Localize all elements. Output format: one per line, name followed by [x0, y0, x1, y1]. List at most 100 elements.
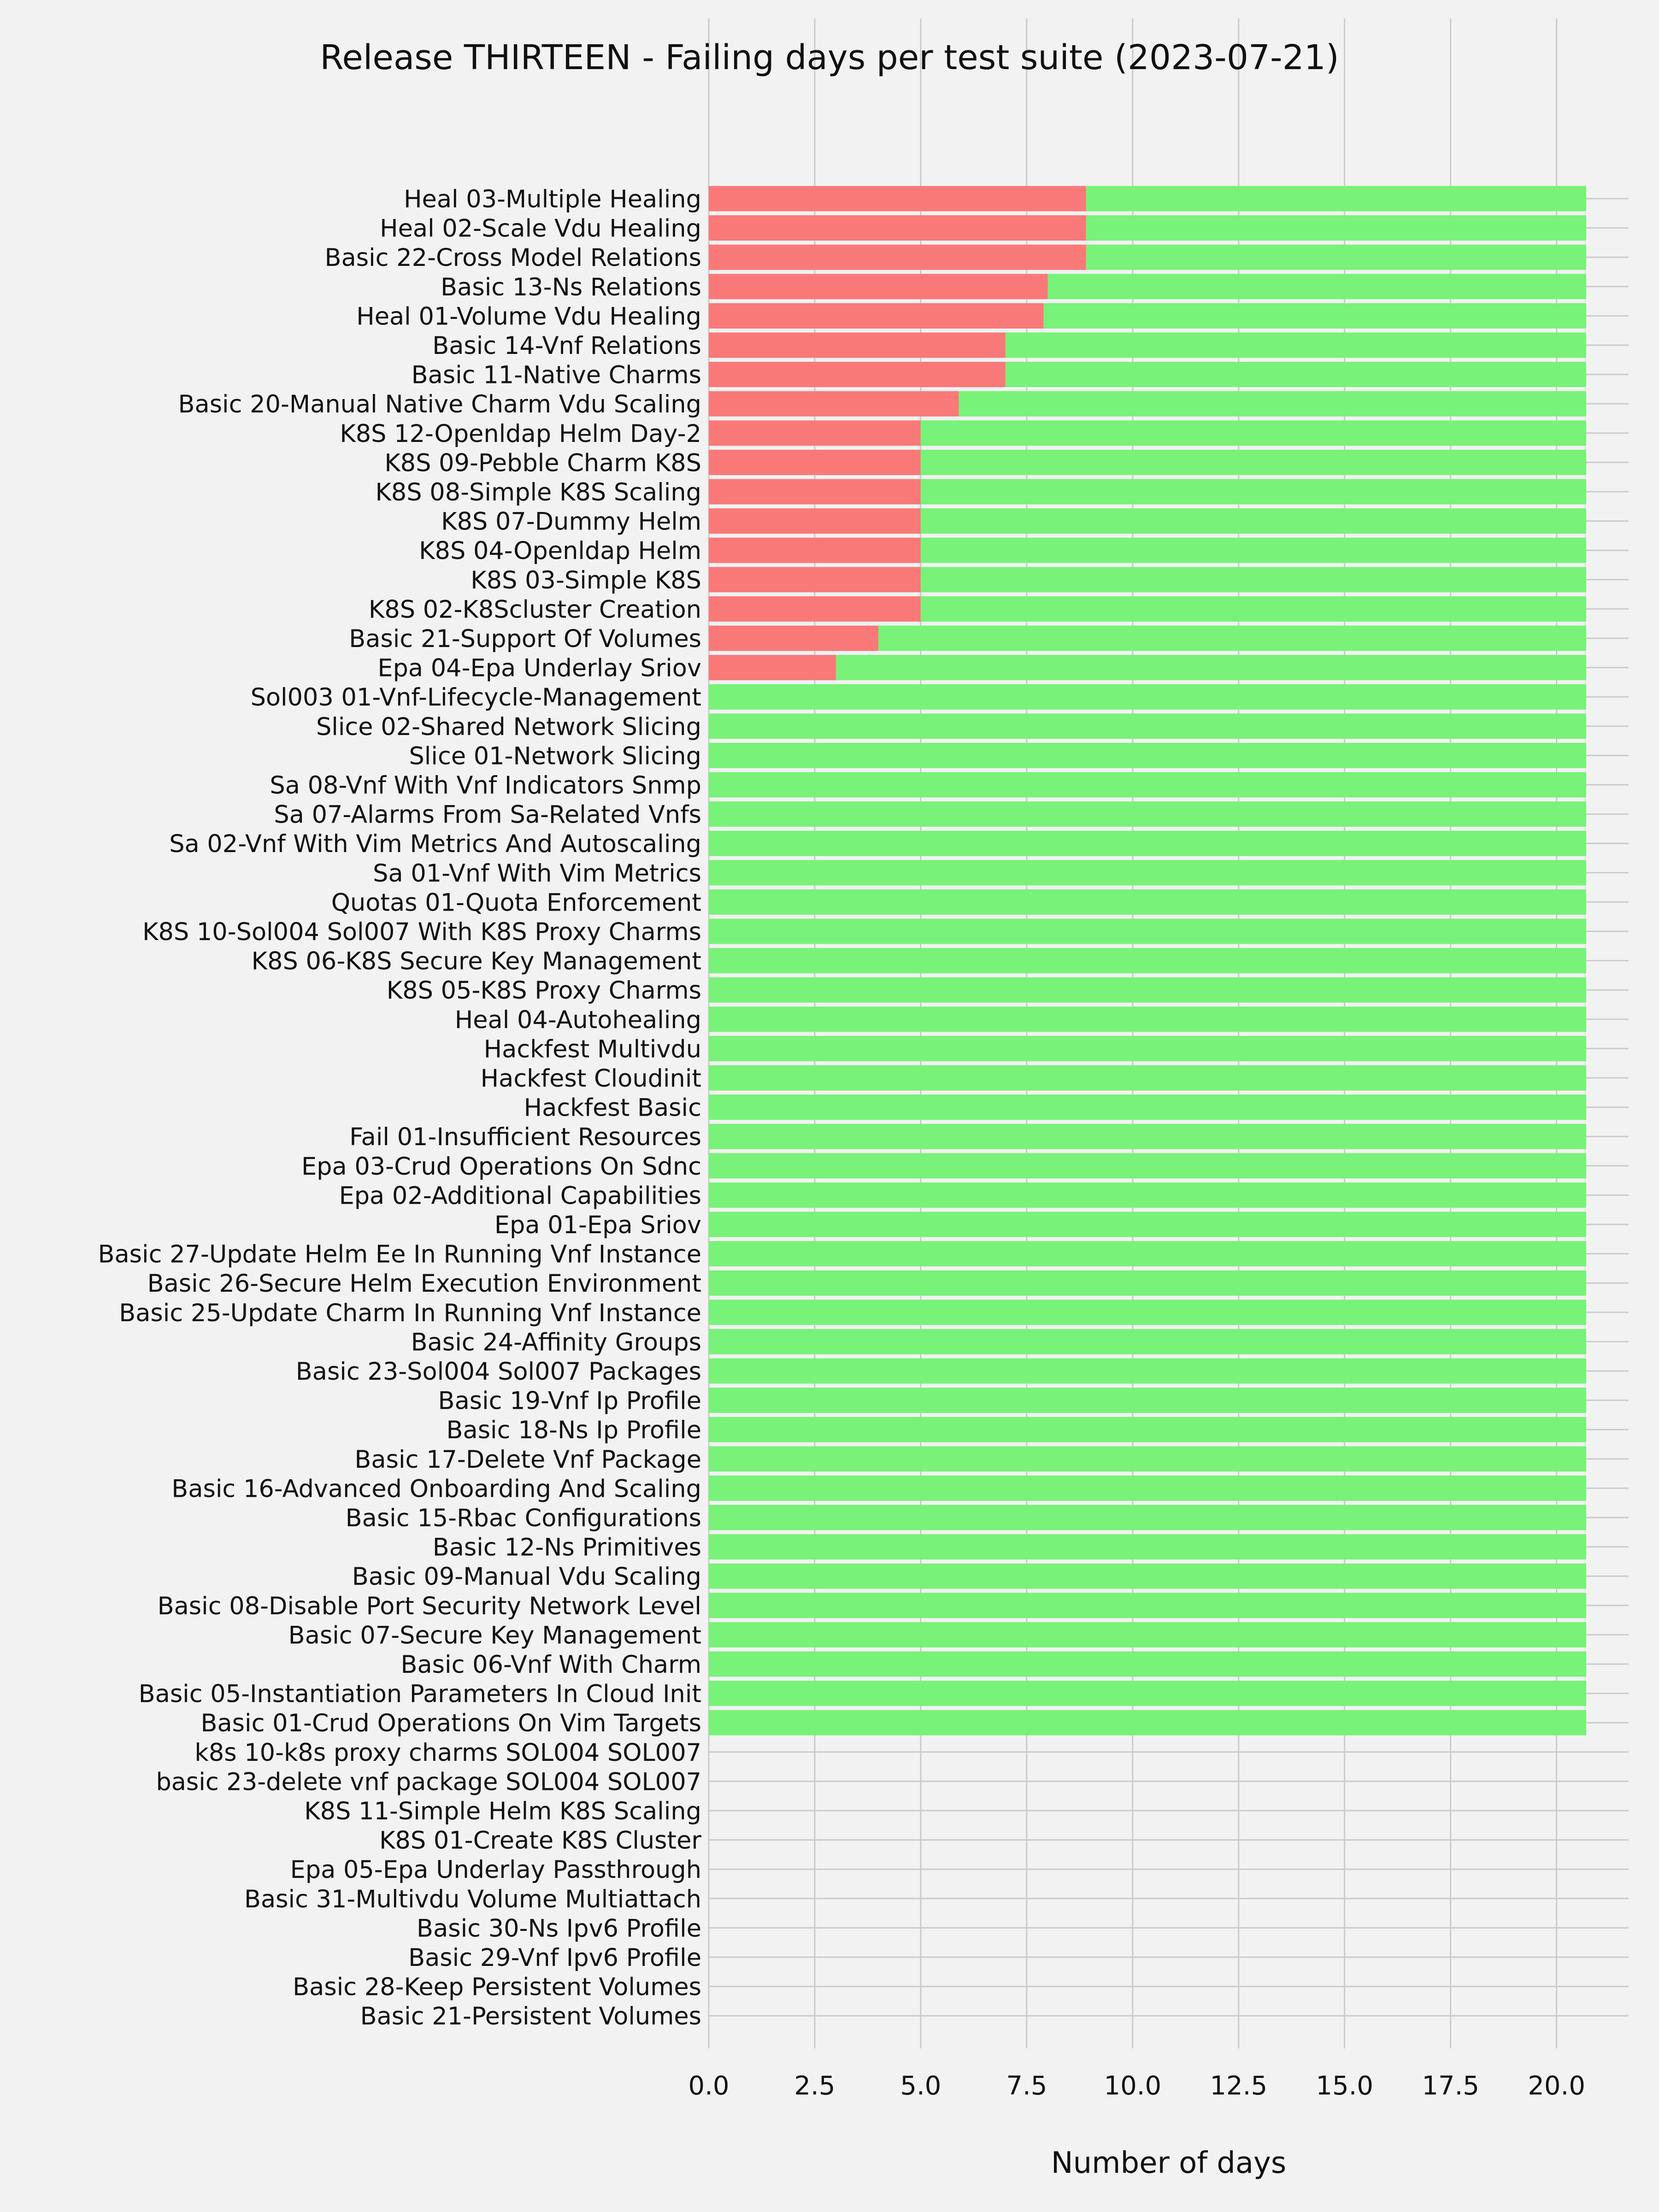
category-label: Sa 01-Vnf With Vim Metrics [373, 859, 701, 888]
category-label: K8S 09-Pebble Charm K8S [384, 449, 701, 477]
category-label: Hackfest Basic [524, 1094, 701, 1122]
category-label: Sa 02-Vnf With Vim Metrics And Autoscali… [169, 830, 701, 858]
category-label: Basic 07-Secure Key Management [288, 1621, 701, 1649]
bar-passing [709, 1388, 1587, 1413]
bar-failing [709, 655, 836, 681]
category-label: Basic 19-Vnf Ip Profile [438, 1387, 701, 1415]
category-label: K8S 03-Simple K8S [471, 566, 701, 594]
bar-passing [709, 918, 1587, 944]
category-label: Basic 01-Crud Operations On Vim Targets [200, 1709, 701, 1737]
category-label: Basic 08-Disable Port Security Network L… [158, 1592, 701, 1620]
bar-failing [709, 303, 1044, 329]
bar-failing [709, 625, 878, 651]
bar-passing [709, 889, 1587, 915]
category-label: K8S 01-Create K8S Cluster [379, 1827, 701, 1855]
bar-passing [1086, 215, 1587, 241]
bar-passing [920, 537, 1587, 563]
category-label: K8S 12-Openldap Helm Day-2 [340, 420, 701, 448]
bar-passing [920, 508, 1587, 534]
bar-failing [709, 274, 1048, 300]
category-label: Slice 01-Network Slicing [409, 742, 701, 770]
bar-passing [709, 1153, 1587, 1179]
bar-passing [709, 1006, 1587, 1032]
category-label: Sa 08-Vnf With Vnf Indicators Snmp [270, 771, 701, 800]
bar-passing [709, 1182, 1587, 1208]
bar-passing [709, 1270, 1587, 1296]
category-label: K8S 05-K8S Proxy Charms [387, 977, 701, 1005]
category-label: Basic 22-Cross Model Relations [325, 244, 701, 272]
bar-passing [920, 420, 1587, 446]
bar-passing [709, 1241, 1587, 1267]
bar-failing [709, 567, 921, 593]
category-label: K8S 04-Openldap Helm [419, 537, 701, 565]
category-label: k8s 10-k8s proxy charms SOL004 SOL007 [194, 1739, 701, 1767]
bar-passing [1047, 274, 1587, 300]
category-label: Basic 27-Update Helm Ee In Running Vnf I… [98, 1241, 701, 1269]
category-label: K8S 11-Simple Helm K8S Scaling [304, 1797, 701, 1825]
x-tick-label: 12.5 [1210, 2071, 1267, 2101]
bar-passing [1086, 186, 1587, 212]
bar-passing [709, 1358, 1587, 1384]
bar-passing [920, 479, 1587, 505]
category-label: K8S 06-K8S Secure Key Management [252, 947, 701, 976]
category-label: Fail 01-Insufficient Resources [349, 1123, 701, 1151]
x-tick-label: 2.5 [794, 2071, 835, 2101]
category-label: Sol003 01-Vnf-Lifecycle-Management [251, 683, 701, 712]
category-label: Basic 29-Vnf Ipv6 Profile [408, 1944, 701, 1972]
bar-failing [709, 391, 959, 417]
bar-passing [1086, 244, 1587, 270]
category-label: Basic 28-Keep Persistent Volumes [293, 1973, 701, 2001]
category-label: Basic 26-Secure Helm Execution Environme… [147, 1270, 701, 1298]
bar-passing [709, 1065, 1587, 1091]
category-label: K8S 10-Sol004 Sol007 With K8S Proxy Char… [142, 918, 701, 946]
bar-passing [709, 1505, 1587, 1530]
category-label: Heal 03-Multiple Healing [404, 185, 701, 213]
bar-failing [709, 362, 1006, 388]
bar-passing [709, 1417, 1587, 1442]
category-label: Basic 21-Persistent Volumes [360, 2002, 701, 2030]
category-label: Epa 04-Epa Underlay Sriov [377, 654, 701, 682]
category-label: Basic 21-Support Of Volumes [349, 625, 701, 653]
bar-passing [709, 1710, 1587, 1735]
bar-passing [1005, 332, 1587, 358]
bar-failing [709, 186, 1086, 212]
bar-passing [709, 1593, 1587, 1618]
category-label: basic 23-delete vnf package SOL004 SOL00… [156, 1768, 701, 1796]
category-label: Basic 30-Ns Ipv6 Profile [417, 1914, 701, 1942]
category-label: Basic 13-Ns Relations [441, 273, 701, 301]
bar-passing [835, 655, 1587, 681]
bar-passing [1043, 303, 1587, 329]
bar-passing [878, 625, 1587, 651]
bar-passing [709, 742, 1587, 768]
bar-passing [709, 1681, 1587, 1706]
category-label: Heal 02-Scale Vdu Healing [380, 215, 701, 243]
category-label: Basic 17-Delete Vnf Package [354, 1446, 701, 1474]
bar-passing [709, 1534, 1587, 1560]
category-label: Basic 05-Instantiation Parameters In Clo… [139, 1680, 701, 1708]
category-label: Heal 04-Autohealing [455, 1006, 701, 1034]
bar-failing [709, 449, 921, 475]
category-label: Basic 18-Ns Ip Profile [447, 1416, 701, 1444]
x-tick-label: 5.0 [900, 2071, 941, 2101]
bar-passing [920, 449, 1587, 475]
x-tick-label: 17.5 [1422, 2071, 1479, 2101]
category-label: Epa 05-Epa Underlay Passthrough [290, 1856, 701, 1884]
category-label: Basic 31-Multivdu Volume Multiattach [244, 1885, 701, 1913]
bar-passing [709, 860, 1587, 886]
category-label: Epa 03-Crud Operations On Sdnc [301, 1153, 701, 1181]
category-label: Heal 01-Volume Vdu Healing [356, 302, 701, 330]
bar-passing [709, 830, 1587, 856]
bar-passing [709, 1124, 1587, 1149]
bar-passing [920, 596, 1587, 622]
category-label: Epa 01-Epa Sriov [494, 1211, 701, 1239]
bar-passing [709, 1563, 1587, 1589]
category-label: Basic 25-Update Charm In Running Vnf Ins… [119, 1299, 701, 1327]
bar-passing [709, 1475, 1587, 1501]
bar-failing [709, 537, 921, 563]
bar-passing [709, 772, 1587, 798]
bar-failing [709, 596, 921, 622]
x-tick-labels: 0.0 2.5 5.0 7.5 10.0 12.5 15.0 17.5 20.0 [688, 2071, 1585, 2101]
category-label: Basic 06-Vnf With Charm [400, 1651, 701, 1679]
bar-passing [709, 1035, 1587, 1061]
